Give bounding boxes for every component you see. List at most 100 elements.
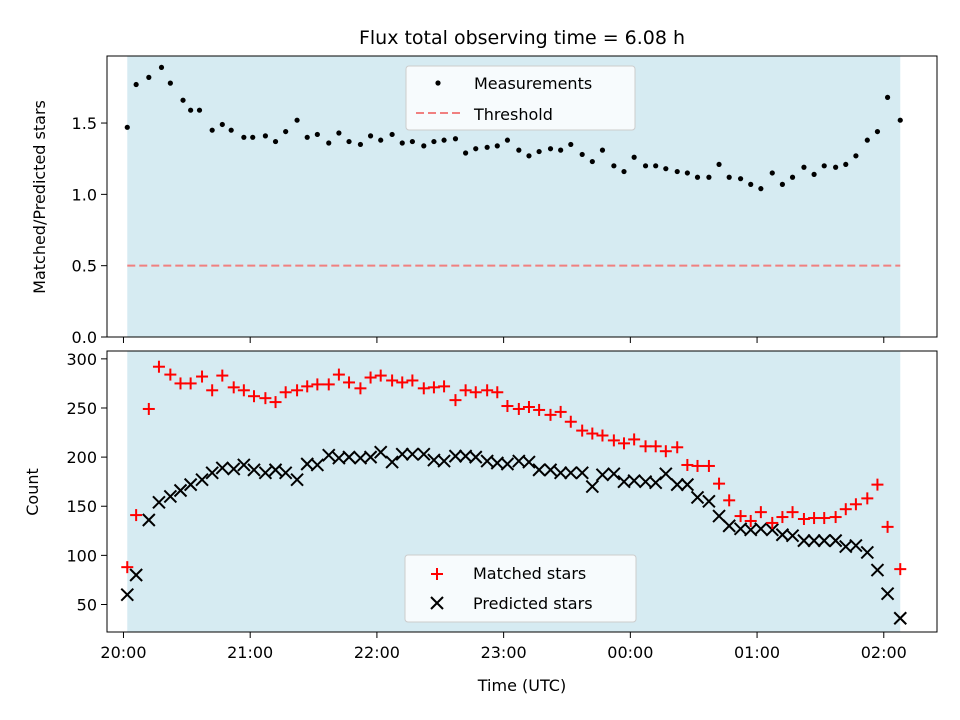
matched-star-point [438, 380, 451, 393]
measurement-point [250, 134, 256, 140]
predicted-star-point [195, 473, 209, 487]
matched-star-point [564, 415, 577, 428]
predicted-star-point [278, 466, 293, 480]
measurement-point [864, 137, 870, 143]
matched-star-point [311, 378, 324, 391]
matched-star-point [491, 386, 504, 399]
matched-star-point [174, 377, 187, 390]
measurement-point [758, 186, 764, 192]
matched-star-point [322, 378, 335, 391]
predicted-star-point [553, 466, 568, 480]
matched-star-point [206, 384, 219, 397]
predicted-star-point [480, 454, 494, 468]
predicted-star-point [754, 522, 768, 536]
measurement-point [167, 80, 173, 86]
measurement-point [547, 146, 554, 152]
predicted-star-point [247, 463, 261, 477]
predicted-star-point [543, 463, 558, 477]
chart-title: Flux total observing time = 6.08 h [359, 27, 685, 49]
matched-star-point [449, 394, 462, 407]
measurement-point [367, 133, 374, 139]
measurement-point [228, 127, 234, 133]
predicted-star-point [880, 586, 895, 601]
measurement-point [294, 117, 300, 123]
measurement-point [843, 161, 849, 168]
x-tick-label: 00:00 [607, 643, 653, 662]
matched-star-point [797, 513, 810, 526]
matched-star-point [279, 386, 292, 399]
y-tick-label: 150 [66, 497, 97, 516]
matched-star-point [152, 360, 165, 373]
measurement-point [642, 163, 649, 169]
measurement-point [188, 107, 194, 113]
measurement-point [283, 128, 289, 135]
predicted-star-point [595, 468, 610, 482]
measurement-point [180, 97, 186, 103]
matched-star-point [196, 370, 209, 383]
predicted-star-point [142, 513, 156, 527]
measurement-point [378, 137, 384, 143]
matched-star-point [501, 400, 514, 413]
predicted-star-point [342, 450, 356, 464]
measurement-point [421, 143, 427, 149]
matched-star-point [681, 458, 694, 471]
measurement-point [821, 163, 827, 169]
matched-star-point [301, 380, 314, 393]
ratio-x-ticks [122, 337, 885, 343]
predicted-star-point [469, 450, 483, 464]
ratio-axes-frame [106, 55, 938, 338]
measurement-point [463, 150, 469, 156]
matched-star-point [894, 563, 907, 576]
matched-star-point [639, 440, 652, 453]
measurement-point [526, 153, 532, 159]
measurement-point [716, 161, 722, 168]
measurement-point [706, 174, 712, 180]
y-tick-label: 200 [66, 448, 97, 467]
matched-star-point [459, 384, 472, 397]
predicted-star-point [785, 529, 800, 543]
matched-star-point [512, 402, 525, 415]
measurement-point [801, 164, 807, 170]
matched-star-point [881, 520, 894, 533]
ratio-y-axis-label: Matched/Predicted stars [30, 100, 49, 294]
matched-star-point [607, 434, 620, 447]
predicted-star-point [385, 455, 399, 469]
predicted-star-point [173, 483, 188, 498]
predicted-star-point [227, 462, 241, 476]
measurement-point [473, 146, 479, 152]
predicted-star-point [268, 463, 283, 477]
predicted-stars-points [120, 445, 907, 625]
predicted-star-point [564, 466, 578, 480]
measurement-point [304, 134, 310, 140]
matched-star-point [291, 384, 304, 397]
count-legend-box [404, 554, 637, 623]
predicted-star-point [849, 538, 863, 553]
measurement-point [158, 64, 165, 71]
measurement-point [146, 74, 152, 80]
x-tick-label: 23:00 [481, 643, 527, 662]
measurement-point [536, 148, 542, 155]
measurement-point [579, 151, 585, 158]
matched-star-point [227, 381, 240, 394]
measurement-point [357, 141, 364, 148]
predicted-star-point [893, 611, 907, 625]
matched-star-point [417, 382, 430, 395]
measurement-point [737, 176, 744, 182]
legend-label-matched: Matched stars [473, 564, 586, 583]
predicted-star-point [522, 455, 536, 469]
matched-star-point [702, 459, 715, 472]
matched-star-point [216, 369, 229, 382]
measurement-point [209, 127, 215, 133]
matched-star-point [786, 506, 799, 519]
measurement-point [399, 140, 405, 146]
measurement-point [631, 154, 637, 160]
measurement-point [853, 153, 859, 159]
matched-star-point [734, 510, 747, 523]
matched-star-point [586, 427, 599, 440]
predicted-star-point [828, 533, 843, 548]
x-tick-label: 21:00 [227, 643, 273, 662]
matched-star-point [861, 492, 874, 505]
predicted-star-point [395, 447, 409, 461]
predicted-star-point [585, 479, 600, 494]
predicted-star-point [163, 489, 178, 504]
